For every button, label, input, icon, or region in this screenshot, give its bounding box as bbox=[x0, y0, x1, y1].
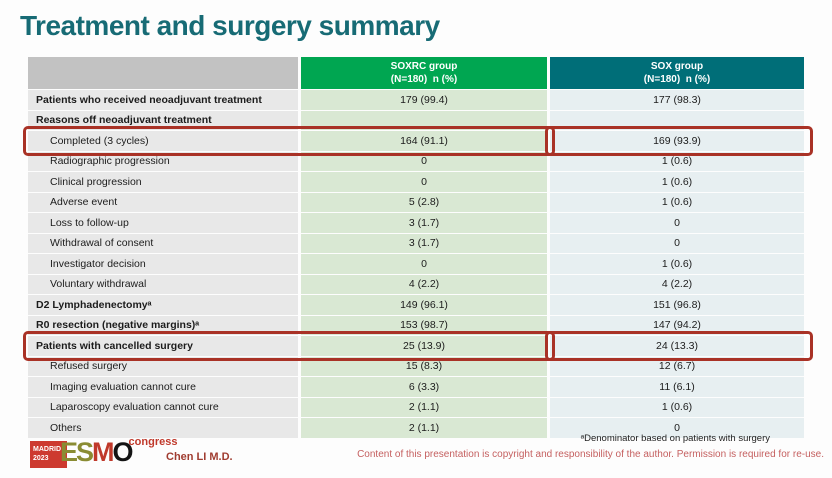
sox-value: 4 (2.2) bbox=[550, 274, 804, 294]
soxrc-value: 6 (3.3) bbox=[301, 377, 547, 397]
sox-value: 11 (6.1) bbox=[550, 377, 804, 397]
sox-value bbox=[550, 110, 804, 130]
soxrc-value: 149 (96.1) bbox=[301, 295, 547, 315]
row-label: Investigator decision bbox=[28, 254, 298, 274]
summary-table: SOXRC group (N=180) n (%) SOX group (N=1… bbox=[23, 57, 813, 438]
soxrc-value: 15 (8.3) bbox=[301, 356, 547, 376]
soxrc-value: 2 (1.1) bbox=[301, 418, 547, 438]
sox-value: 24 (13.3) bbox=[550, 336, 804, 356]
soxrc-value: 3 (1.7) bbox=[301, 233, 547, 253]
sox-value: 0 bbox=[550, 213, 804, 233]
author-name: Chen LI M.D. bbox=[166, 451, 233, 463]
row-label: Laparoscopy evaluation cannot cure bbox=[28, 397, 298, 417]
sox-group-n: (N=180) n (%) bbox=[643, 74, 711, 85]
row-label: Completed (3 cycles) bbox=[28, 131, 298, 151]
copyright-notice: Content of this presentation is copyrigh… bbox=[357, 449, 824, 460]
sox-group-header: SOX group (N=180) n (%) bbox=[550, 57, 804, 89]
row-label: Patients who received neoadjuvant treatm… bbox=[28, 90, 298, 110]
soxrc-value: 4 (2.2) bbox=[301, 274, 547, 294]
row-label: Refused surgery bbox=[28, 356, 298, 376]
row-label: Others bbox=[28, 418, 298, 438]
row-label: Withdrawal of consent bbox=[28, 233, 298, 253]
sox-value: 1 (0.6) bbox=[550, 192, 804, 212]
congress-label: congress bbox=[128, 436, 178, 448]
sox-value: 12 (6.7) bbox=[550, 356, 804, 376]
row-label: Loss to follow-up bbox=[28, 213, 298, 233]
esmo-congress-logo: MADRID 2023 ESMO congress bbox=[30, 436, 177, 468]
soxrc-value: 2 (1.1) bbox=[301, 397, 547, 417]
page-title: Treatment and surgery summary bbox=[20, 10, 440, 41]
soxrc-value bbox=[301, 110, 547, 130]
badge-city: MADRID bbox=[33, 446, 61, 454]
soxrc-value: 153 (98.7) bbox=[301, 315, 547, 335]
sox-value: 1 (0.6) bbox=[550, 151, 804, 171]
soxrc-value: 25 (13.9) bbox=[301, 336, 547, 356]
sox-group-name: SOX group bbox=[650, 61, 704, 72]
sox-value: 177 (98.3) bbox=[550, 90, 804, 110]
sox-value: 0 bbox=[550, 233, 804, 253]
row-label: Radiographic progression bbox=[28, 151, 298, 171]
row-label: Voluntary withdrawal bbox=[28, 274, 298, 294]
sox-value: 169 (93.9) bbox=[550, 131, 804, 151]
sox-value: 151 (96.8) bbox=[550, 295, 804, 315]
badge-year: 2023 bbox=[33, 454, 49, 462]
row-label: Reasons off neoadjuvant treatment bbox=[28, 110, 298, 130]
row-label: R0 resection (negative margins)ᵃ bbox=[28, 315, 298, 335]
row-label: Clinical progression bbox=[28, 172, 298, 192]
soxrc-value: 0 bbox=[301, 254, 547, 274]
sox-value: 1 (0.6) bbox=[550, 172, 804, 192]
sox-value: 0 bbox=[550, 418, 804, 438]
soxrc-value: 3 (1.7) bbox=[301, 213, 547, 233]
sox-value: 1 (0.6) bbox=[550, 397, 804, 417]
soxrc-value: 5 (2.8) bbox=[301, 192, 547, 212]
soxrc-value: 0 bbox=[301, 172, 547, 192]
table-corner-cell bbox=[28, 57, 298, 89]
row-label: Patients with cancelled surgery bbox=[28, 336, 298, 356]
soxrc-group-name: SOXRC group bbox=[390, 61, 458, 72]
sox-value: 1 (0.6) bbox=[550, 254, 804, 274]
row-label: Adverse event bbox=[28, 192, 298, 212]
row-label: Imaging evaluation cannot cure bbox=[28, 377, 298, 397]
soxrc-group-n: (N=180) n (%) bbox=[390, 74, 458, 85]
soxrc-value: 164 (91.1) bbox=[301, 131, 547, 151]
row-label: D2 Lymphadenectomyᵃ bbox=[28, 295, 298, 315]
esmo-wordmark: ESMO bbox=[60, 437, 134, 467]
sox-value: 147 (94.2) bbox=[550, 315, 804, 335]
footnote: ᵃDenominator based on patients with surg… bbox=[580, 433, 770, 444]
soxrc-value: 0 bbox=[301, 151, 547, 171]
madrid-2023-badge: MADRID 2023 bbox=[30, 441, 67, 468]
soxrc-group-header: SOXRC group (N=180) n (%) bbox=[301, 57, 547, 89]
soxrc-value: 179 (99.4) bbox=[301, 90, 547, 110]
